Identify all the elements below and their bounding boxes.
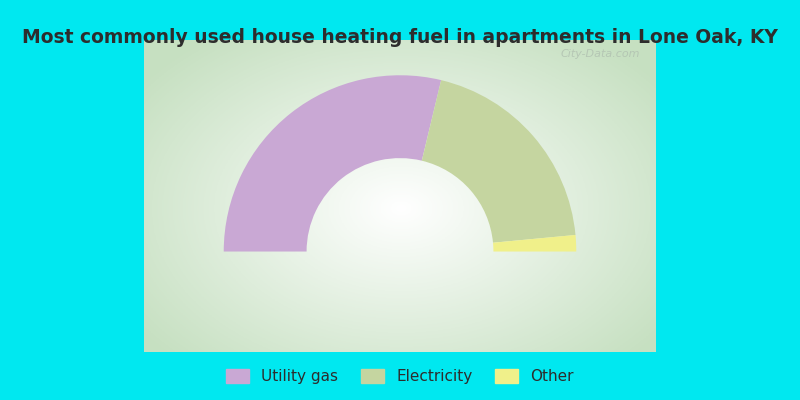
Wedge shape [422, 80, 575, 243]
Wedge shape [224, 75, 441, 252]
Text: Most commonly used house heating fuel in apartments in Lone Oak, KY: Most commonly used house heating fuel in… [22, 28, 778, 47]
Wedge shape [493, 235, 576, 252]
Legend: Utility gas, Electricity, Other: Utility gas, Electricity, Other [220, 363, 580, 390]
Text: City-Data.com: City-Data.com [561, 49, 640, 59]
